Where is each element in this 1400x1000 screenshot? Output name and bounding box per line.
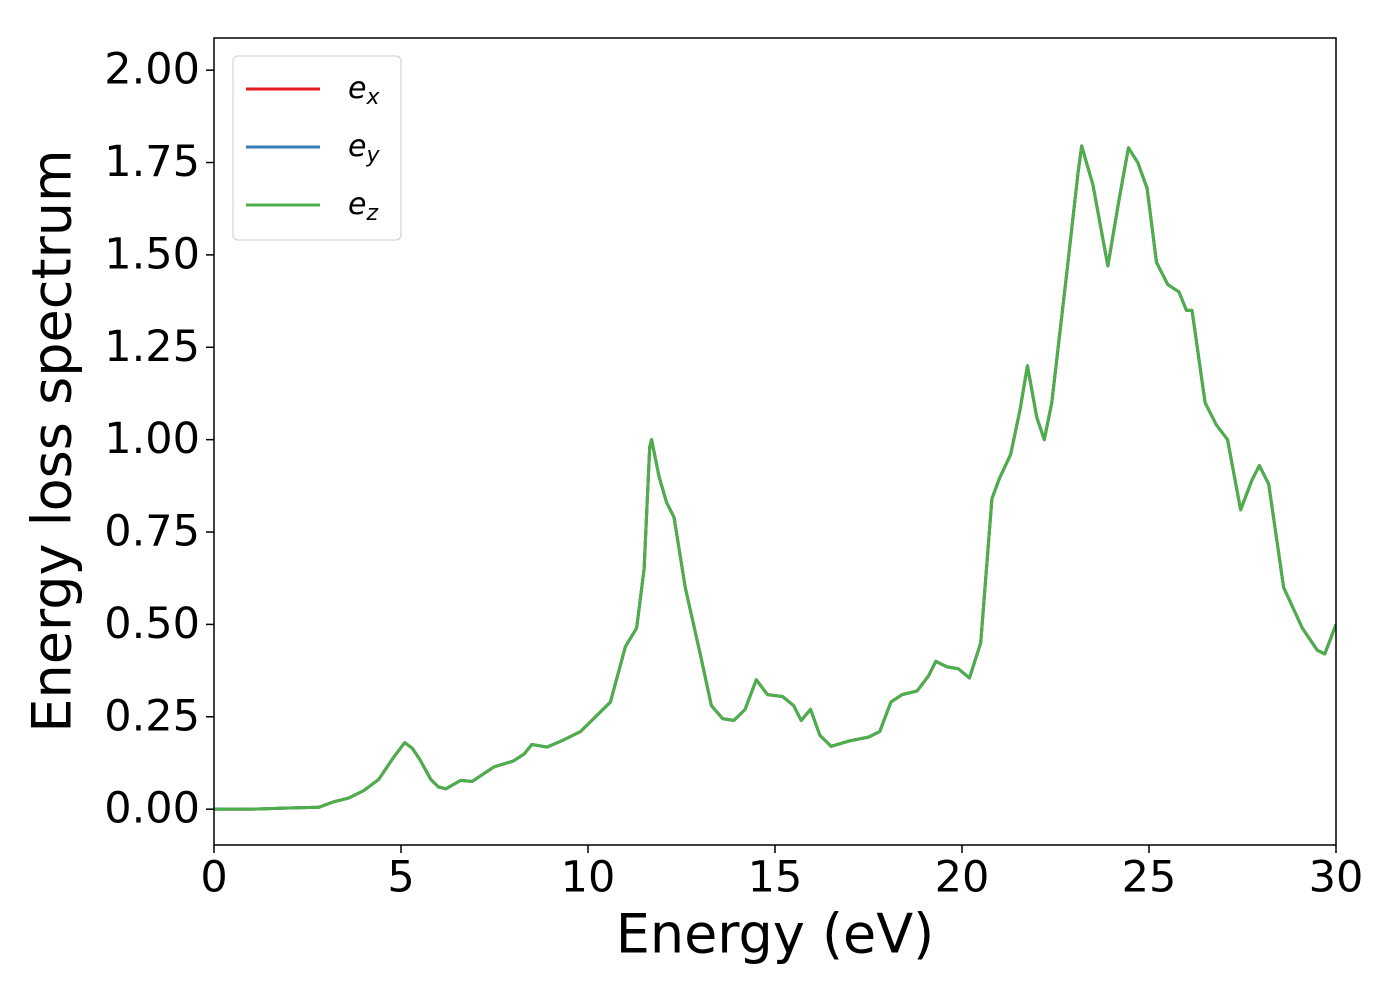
- y-tick-label: 1.25: [104, 322, 200, 372]
- y-tick-label: 1.50: [104, 229, 200, 279]
- x-axis-label: Energy (eV): [616, 903, 935, 966]
- y-tick-label: 0.75: [104, 507, 200, 557]
- legend-label: ex: [348, 71, 380, 111]
- x-tick-label: 10: [561, 853, 616, 903]
- y-tick-label: 0.00: [104, 784, 200, 834]
- x-tick-label: 15: [748, 853, 803, 903]
- x-tick-label: 30: [1309, 853, 1364, 903]
- y-axis-label: Energy loss spectrum: [21, 149, 84, 732]
- x-tick-label: 5: [387, 853, 414, 903]
- y-tick-label: 0.50: [104, 599, 200, 649]
- y-tick-label: 2.00: [104, 45, 200, 95]
- legend-label: ey: [348, 129, 380, 169]
- x-tick-label: 0: [200, 853, 227, 903]
- y-tick-label: 1.75: [104, 137, 200, 187]
- plot-frame: [213, 37, 1337, 846]
- y-tick-label: 0.25: [104, 691, 200, 741]
- data-line: [214, 144, 1336, 811]
- y-tick-label: 1.00: [104, 414, 200, 464]
- x-tick-label: 20: [935, 853, 990, 903]
- x-tick-label: 25: [1122, 853, 1177, 903]
- legend-label: ez: [348, 187, 378, 227]
